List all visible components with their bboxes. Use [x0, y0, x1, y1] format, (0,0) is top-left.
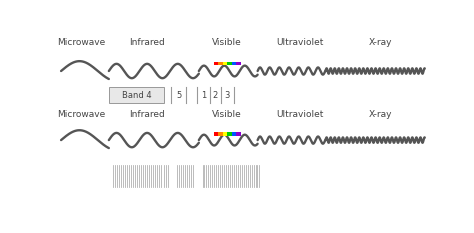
- Bar: [228, 62, 232, 65]
- Bar: [228, 132, 232, 136]
- Bar: [232, 62, 237, 65]
- Text: Visible: Visible: [211, 110, 241, 120]
- Bar: [213, 132, 218, 136]
- Text: Microwave: Microwave: [57, 110, 105, 120]
- Bar: [237, 62, 241, 65]
- Text: 1: 1: [201, 91, 206, 100]
- Text: X-ray: X-ray: [369, 38, 392, 47]
- Bar: [218, 132, 223, 136]
- Bar: [218, 62, 223, 65]
- Text: Infrared: Infrared: [129, 110, 165, 120]
- Text: 2: 2: [213, 91, 218, 100]
- Text: Ultraviolet: Ultraviolet: [276, 110, 324, 120]
- Text: X-ray: X-ray: [369, 110, 392, 120]
- Text: Band 4: Band 4: [121, 91, 151, 100]
- Text: 5: 5: [176, 91, 181, 100]
- Text: Visible: Visible: [211, 38, 241, 47]
- Text: 3: 3: [225, 91, 230, 100]
- Text: Microwave: Microwave: [57, 38, 105, 47]
- Bar: [213, 62, 218, 65]
- Text: Infrared: Infrared: [129, 38, 165, 47]
- Bar: [109, 87, 164, 103]
- Text: Ultraviolet: Ultraviolet: [276, 38, 324, 47]
- Bar: [232, 132, 237, 136]
- Bar: [223, 132, 228, 136]
- Bar: [223, 62, 228, 65]
- Bar: [237, 132, 241, 136]
